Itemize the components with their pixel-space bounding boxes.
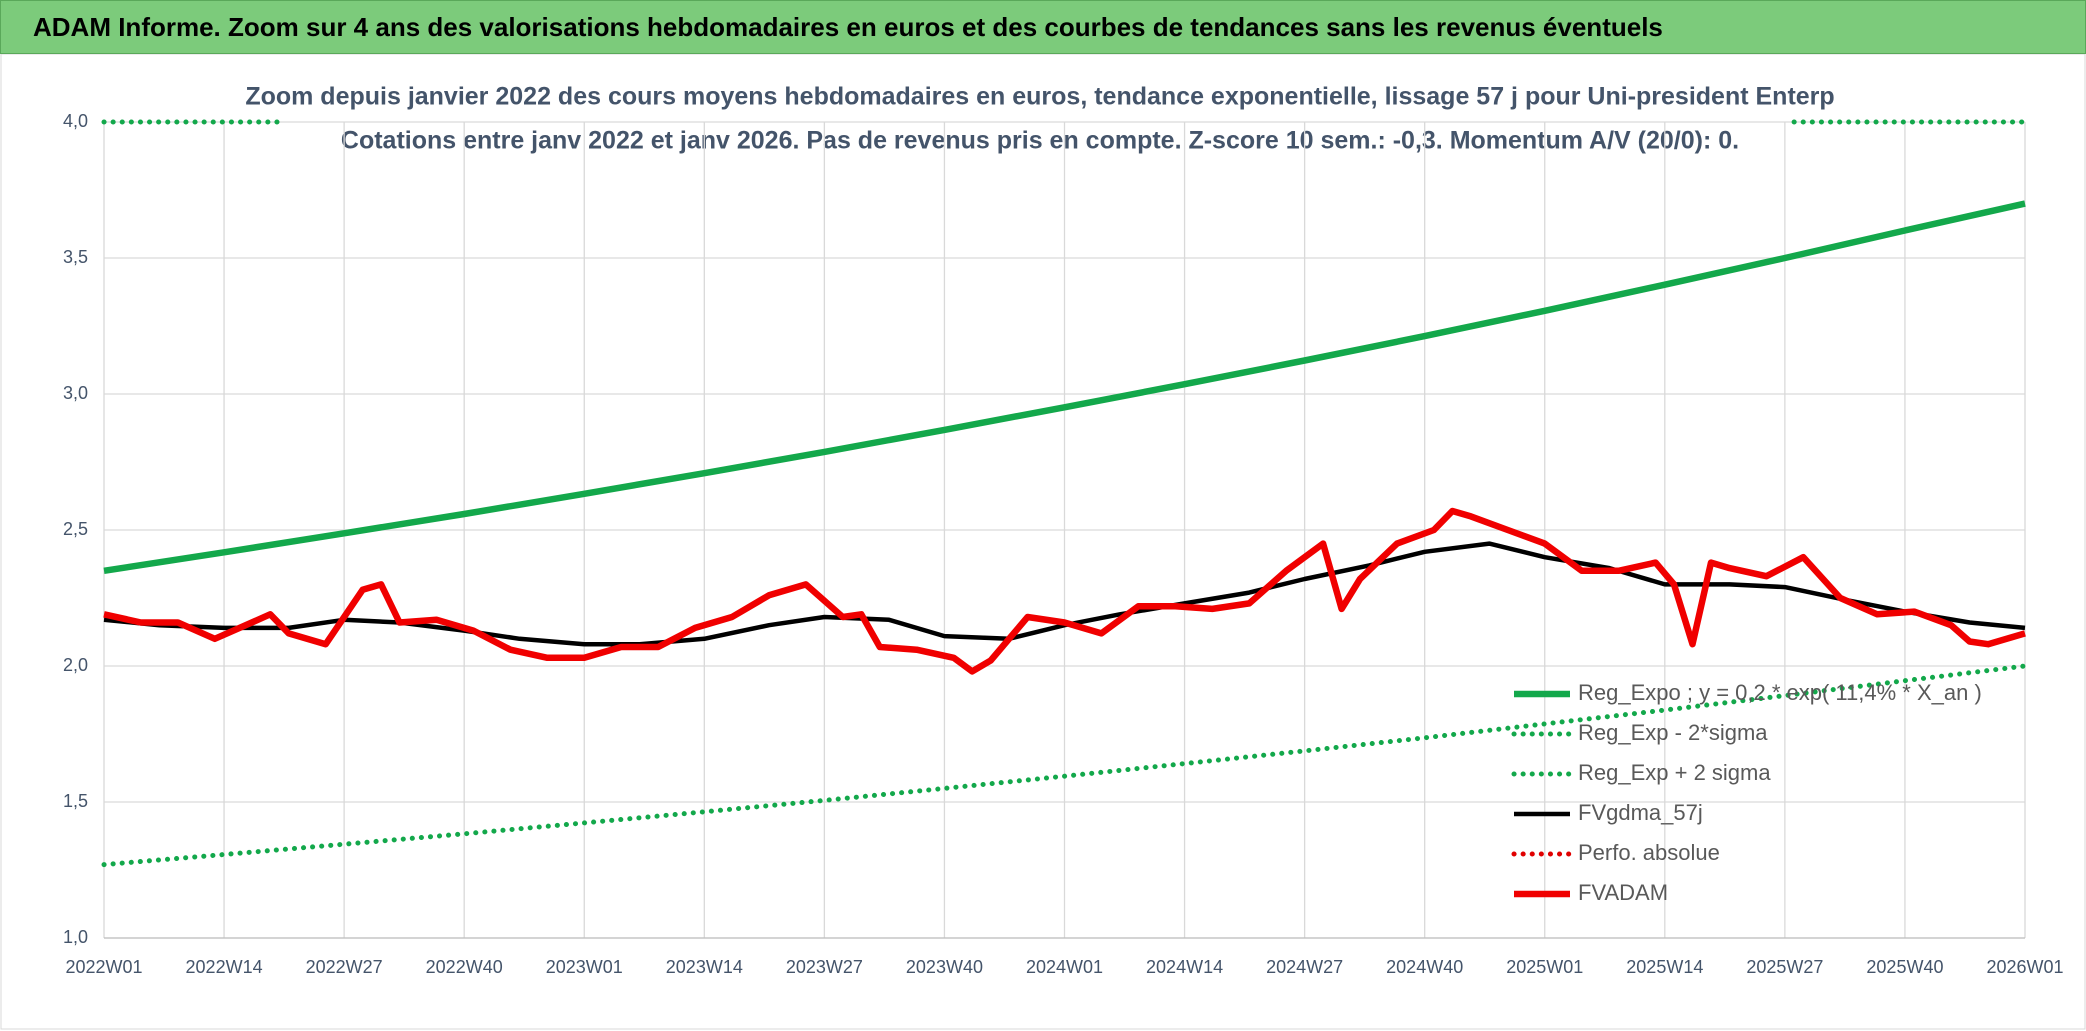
- header: ADAM Informe. Zoom sur 4 ans des valoris…: [0, 0, 2086, 54]
- y-tick-label: 2,5: [63, 519, 88, 539]
- x-tick-label: 2026W01: [1986, 957, 2063, 977]
- series-line: [103, 507, 2026, 675]
- x-tick-label: 2022W27: [306, 957, 383, 977]
- x-tick-label: 2024W01: [1026, 957, 1103, 977]
- chart-frame: [0, 54, 2086, 1030]
- x-tick-label: 2025W40: [1866, 957, 1943, 977]
- header-title: ADAM Informe. Zoom sur 4 ans des valoris…: [33, 12, 1663, 42]
- x-tick-label: 2023W01: [546, 957, 623, 977]
- legend-label: Reg_Exp + 2 sigma: [1578, 760, 1771, 785]
- subtitle: Cotations entre janv 2022 et janv 2026. …: [341, 127, 1739, 155]
- legend-label: Reg_Expo ; y = 0,2 * exp( 11,4% * X_an ): [1578, 680, 1982, 705]
- y-tick-label: 4,0: [63, 111, 88, 131]
- x-tick-label: 2023W14: [666, 957, 743, 977]
- x-tick-label: 2024W40: [1386, 957, 1463, 977]
- series-line: [101, 663, 2028, 868]
- legend-label: FVgdma_57j: [1578, 800, 1703, 825]
- legend-label: FVADAM: [1578, 880, 1668, 905]
- legend-label: Reg_Exp - 2*sigma: [1578, 720, 1768, 745]
- y-tick-label: 2,0: [63, 655, 88, 675]
- x-tick-label: 2025W27: [1746, 957, 1823, 977]
- x-tick-label: 2024W27: [1266, 957, 1343, 977]
- y-tick-label: 3,5: [63, 247, 88, 267]
- x-tick-label: 2023W27: [786, 957, 863, 977]
- x-tick-label: 2023W40: [906, 957, 983, 977]
- chart: Zoom depuis janvier 2022 des cours moyen…: [0, 54, 2086, 1030]
- series-line: [103, 200, 2026, 575]
- legend-label: Perfo. absolue: [1578, 840, 1720, 865]
- y-tick-label: 1,5: [63, 791, 88, 811]
- y-tick-label: 3,0: [63, 383, 88, 403]
- x-tick-label: 2022W01: [65, 957, 142, 977]
- y-tick-label: 1,0: [63, 927, 88, 947]
- subtitle: Zoom depuis janvier 2022 des cours moyen…: [245, 83, 1834, 111]
- x-tick-label: 2022W14: [186, 957, 263, 977]
- x-tick-label: 2022W40: [426, 957, 503, 977]
- x-tick-label: 2025W01: [1506, 957, 1583, 977]
- x-tick-label: 2024W14: [1146, 957, 1223, 977]
- x-tick-label: 2025W14: [1626, 957, 1703, 977]
